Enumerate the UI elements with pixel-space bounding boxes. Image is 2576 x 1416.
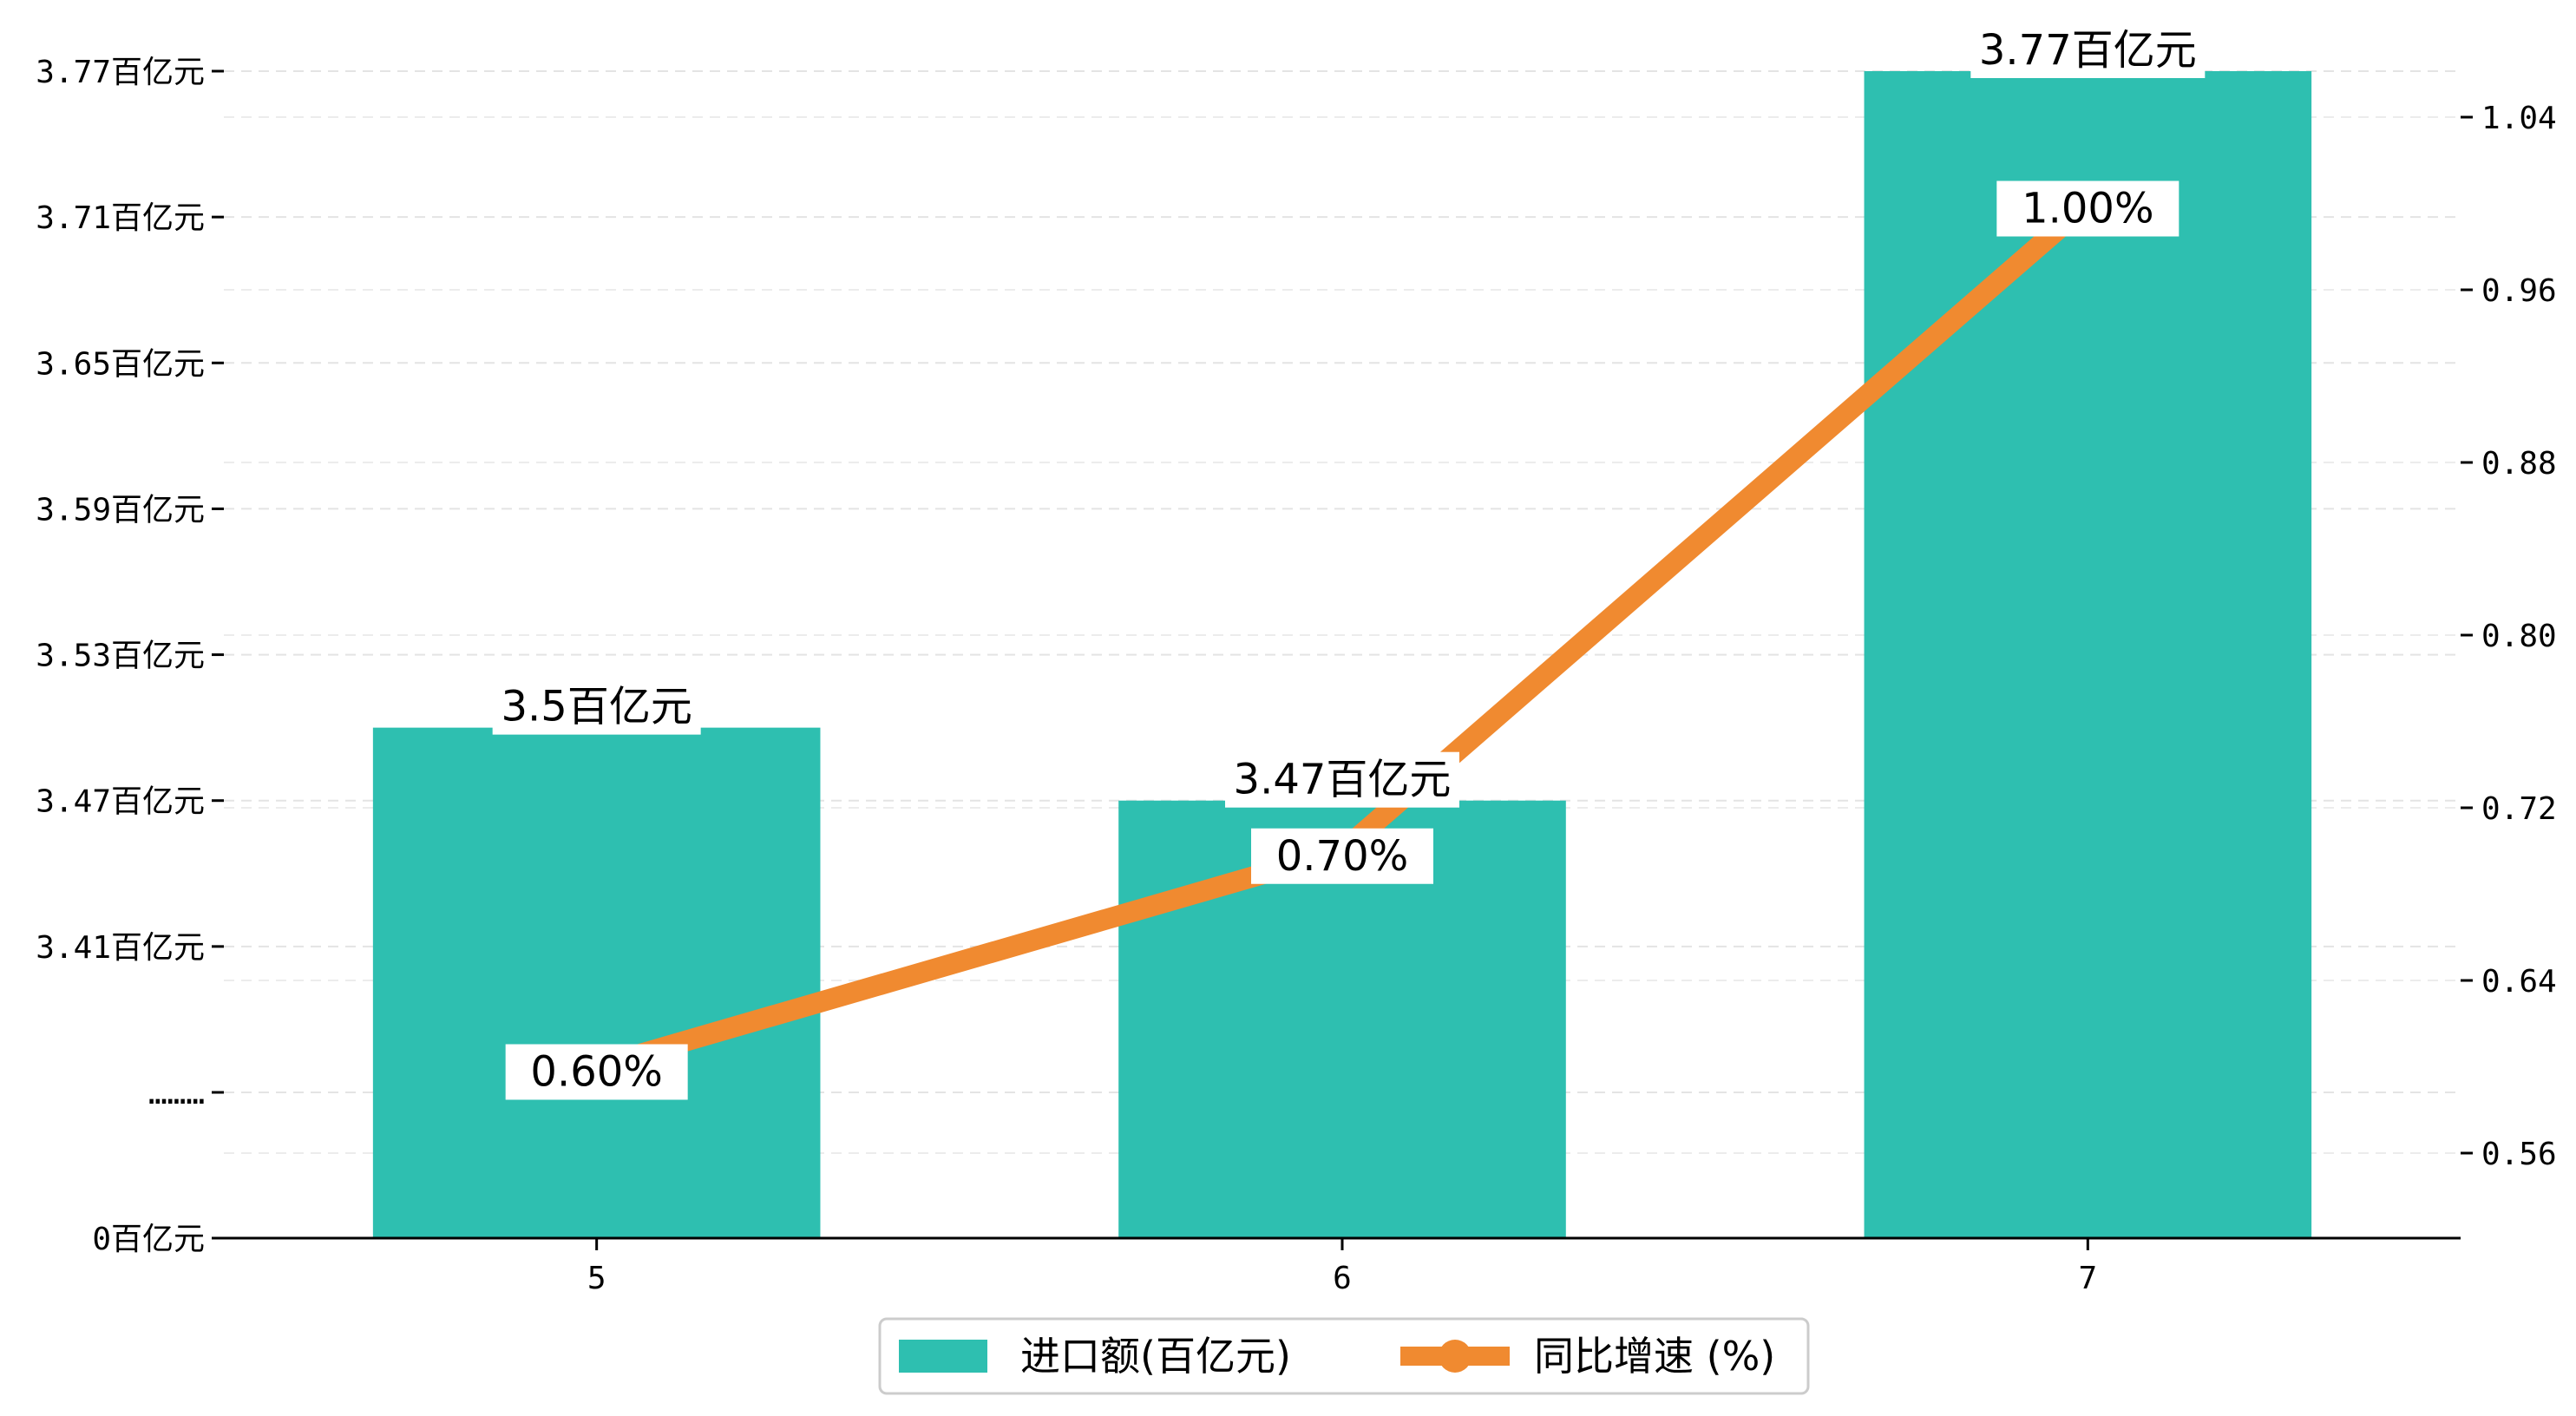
- right-axis-tick-label: 0.96: [2481, 273, 2557, 309]
- x-axis-tick-label: 6: [1333, 1261, 1352, 1296]
- axes: 0百亿元 ……… 3.41百亿元 3.47百亿元 3.53百亿元 3.59百亿元 3.65百…: [36, 55, 2556, 1296]
- right-axis-tick-label: 1.04: [2481, 101, 2557, 136]
- left-axis-tick-label: 3.65百亿元: [36, 346, 205, 382]
- bar-value-label-bg: [492, 678, 701, 735]
- data-labels: 3.5百亿元 3.47百亿元 3.77百亿元 0.60% 0.70% 1.00%: [492, 23, 2206, 1100]
- bars: [372, 71, 2312, 1238]
- bar: [372, 727, 821, 1238]
- x-axis-tick-label: 5: [587, 1261, 606, 1296]
- growth-value-label: 0.70%: [1276, 832, 1408, 881]
- legend-swatch-bars: [899, 1340, 987, 1373]
- growth-value-label: 1.00%: [2022, 185, 2153, 233]
- left-axis-tick-label: 3.47百亿元: [36, 784, 205, 820]
- right-axis-tick-label: 0.72: [2481, 791, 2557, 827]
- x-axis-tick-label: 7: [2078, 1261, 2097, 1296]
- legend: 进口额(百亿元) 同比增速 (%): [878, 1317, 1810, 1395]
- right-axis-tick-label: 0.64: [2481, 964, 2557, 1000]
- left-axis-tick-label: 3.41百亿元: [36, 930, 205, 966]
- left-axis-tick-label: 3.71百亿元: [36, 200, 205, 236]
- growth-value-label: 0.60%: [530, 1047, 662, 1096]
- right-axis-tick-label: 0.80: [2481, 619, 2557, 654]
- growth-value-label-bg: [1996, 180, 2179, 237]
- left-axis-tick-label: 0百亿元: [92, 1222, 205, 1257]
- right-axis-tick-label: 0.56: [2481, 1137, 2557, 1172]
- left-axis-tick-label: 3.77百亿元: [36, 55, 205, 90]
- legend-label-bars: 进口额(百亿元): [1020, 1333, 1291, 1380]
- legend-marker-line: [1439, 1340, 1472, 1373]
- growth-value-label-bg: [1251, 828, 1433, 884]
- bar-value-label: 3.47百亿元: [1234, 756, 1452, 804]
- left-axis-tick-label: ………: [148, 1076, 205, 1111]
- growth-value-label-bg: [505, 1044, 688, 1100]
- bar: [1864, 71, 2312, 1238]
- right-axis-tick-label: 0.88: [2481, 446, 2557, 482]
- bar-value-label-bg: [1225, 751, 1459, 808]
- legend-label-line: 同比增速 (%): [1534, 1333, 1775, 1380]
- bar-value-label-bg: [1970, 23, 2206, 78]
- legend-box: [878, 1317, 1810, 1395]
- bar-value-label: 3.5百亿元: [501, 683, 692, 731]
- left-axis-tick-label: 3.59百亿元: [36, 492, 205, 528]
- left-axis-tick-label: 3.53百亿元: [36, 639, 205, 674]
- bar-value-label: 3.77百亿元: [1979, 26, 2197, 75]
